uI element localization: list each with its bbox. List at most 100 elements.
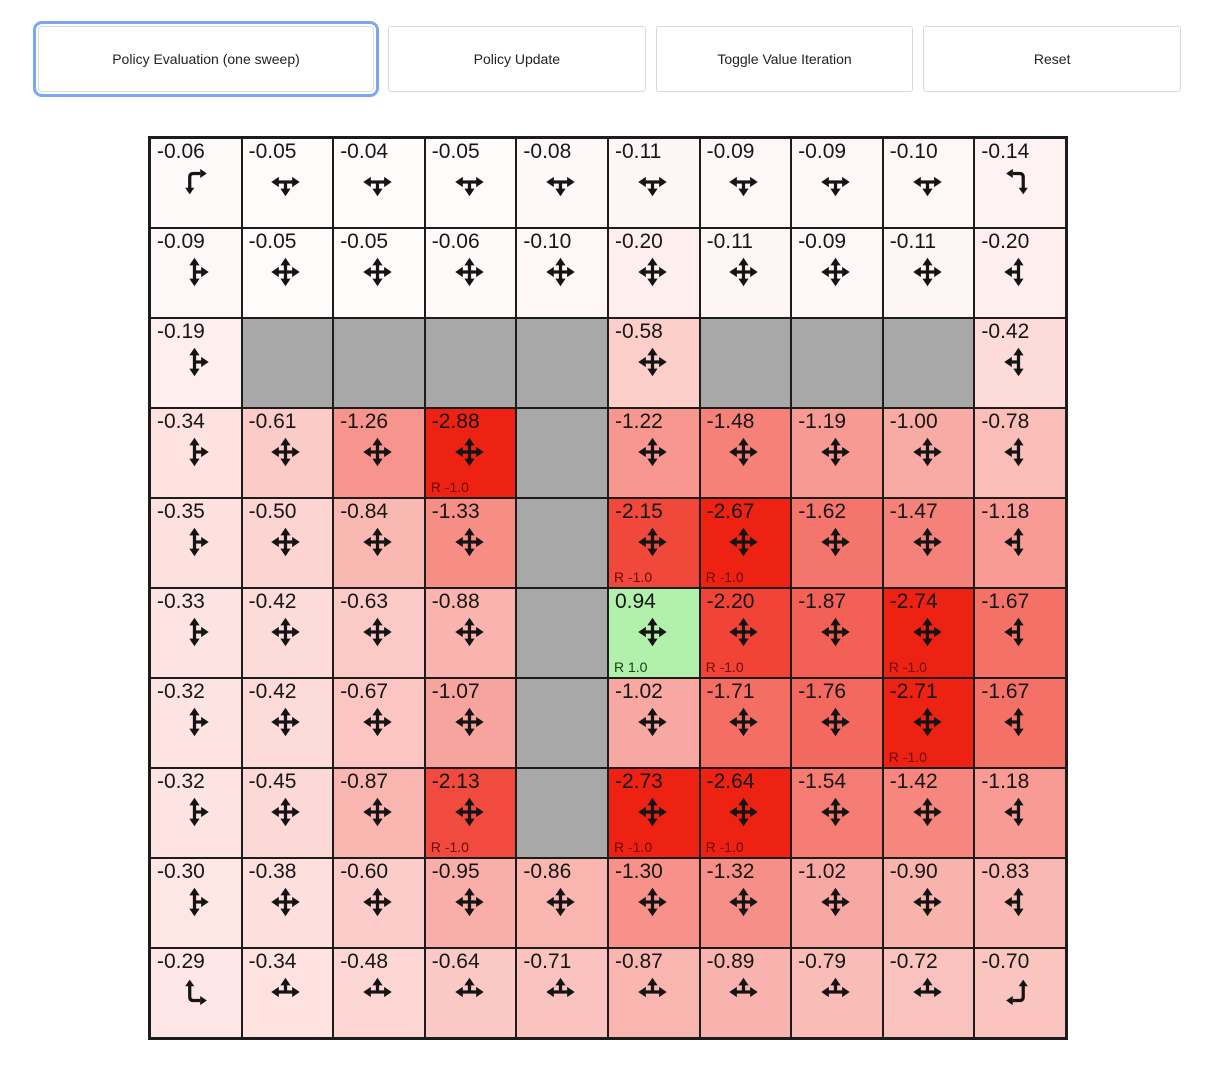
grid-cell[interactable]: -1.62: [791, 498, 883, 588]
grid-cell[interactable]: -0.08: [516, 138, 608, 228]
grid-cell[interactable]: -0.06: [424, 228, 517, 318]
grid-cell[interactable]: -1.18: [974, 768, 1066, 858]
grid-cell[interactable]: -1.42: [882, 768, 975, 858]
cell-value: -0.09: [706, 140, 755, 163]
grid-cell[interactable]: -1.22: [607, 408, 700, 498]
grid-cell[interactable]: -0.70: [974, 948, 1066, 1038]
policy-arrow-icon: [358, 883, 396, 926]
grid-cell[interactable]: -1.54: [791, 768, 883, 858]
grid-cell[interactable]: -0.34: [150, 408, 242, 498]
grid-cell[interactable]: -2.64 R -1.0: [699, 768, 792, 858]
grid-cell[interactable]: -0.14: [974, 138, 1066, 228]
grid-cell[interactable]: -0.32: [150, 768, 242, 858]
grid-cell[interactable]: -0.05: [241, 228, 334, 318]
grid-cell[interactable]: -0.10: [882, 138, 975, 228]
reset-button[interactable]: Reset: [923, 26, 1182, 92]
grid-cell[interactable]: -0.11: [607, 138, 700, 228]
grid-cell[interactable]: -0.04: [333, 138, 425, 228]
grid-cell[interactable]: -0.87: [607, 948, 700, 1038]
grid-cell[interactable]: -2.67 R -1.0: [699, 498, 792, 588]
grid-cell[interactable]: -0.63: [333, 588, 425, 678]
grid-cell[interactable]: -2.74 R -1.0: [882, 588, 975, 678]
grid-cell[interactable]: -1.02: [791, 858, 883, 948]
grid-cell[interactable]: -0.05: [333, 228, 425, 318]
grid-cell[interactable]: -2.20 R -1.0: [699, 588, 792, 678]
grid-cell[interactable]: -0.64: [424, 948, 517, 1038]
policy-arrow-icon: [542, 973, 580, 1016]
grid-cell[interactable]: -0.95: [424, 858, 517, 948]
grid-cell[interactable]: -0.35: [150, 498, 242, 588]
grid-cell[interactable]: -1.33: [424, 498, 517, 588]
grid-cell[interactable]: -0.20: [607, 228, 700, 318]
grid-cell[interactable]: -1.26: [333, 408, 425, 498]
grid-cell[interactable]: -0.87: [333, 768, 425, 858]
grid-cell[interactable]: -1.87: [791, 588, 883, 678]
grid-cell[interactable]: -2.88 R -1.0: [424, 408, 517, 498]
grid-cell[interactable]: -0.09: [150, 228, 242, 318]
grid-cell[interactable]: -0.84: [333, 498, 425, 588]
grid-cell[interactable]: -0.38: [241, 858, 334, 948]
grid-cell[interactable]: -0.06: [150, 138, 242, 228]
grid-cell[interactable]: -1.47: [882, 498, 975, 588]
grid-cell[interactable]: -2.15 R -1.0: [607, 498, 700, 588]
grid-cell[interactable]: -1.67: [974, 678, 1066, 768]
grid-cell[interactable]: -0.78: [974, 408, 1066, 498]
grid-cell[interactable]: -0.60: [333, 858, 425, 948]
grid-cell[interactable]: -1.76: [791, 678, 883, 768]
grid-cell[interactable]: -0.86: [516, 858, 608, 948]
policy-evaluation-button[interactable]: Policy Evaluation (one sweep): [33, 21, 379, 97]
grid-cell[interactable]: -0.32: [150, 678, 242, 768]
grid-cell[interactable]: -1.02: [607, 678, 700, 768]
grid-cell[interactable]: -1.48: [699, 408, 792, 498]
policy-update-button[interactable]: Policy Update: [388, 26, 646, 92]
grid-cell[interactable]: -0.29: [150, 948, 242, 1038]
grid-cell[interactable]: -0.50: [241, 498, 334, 588]
grid-cell[interactable]: -0.30: [150, 858, 242, 948]
grid-cell[interactable]: -0.42: [974, 318, 1066, 408]
grid-cell[interactable]: -0.09: [791, 228, 883, 318]
grid-cell[interactable]: -0.83: [974, 858, 1066, 948]
grid-cell[interactable]: -1.67: [974, 588, 1066, 678]
grid-cell[interactable]: -1.00: [882, 408, 975, 498]
toggle-value-iteration-button[interactable]: Toggle Value Iteration: [655, 26, 914, 92]
grid-cell[interactable]: -0.89: [699, 948, 792, 1038]
grid-cell[interactable]: -2.73 R -1.0: [607, 768, 700, 858]
grid-cell[interactable]: -0.05: [241, 138, 334, 228]
grid-cell[interactable]: -0.48: [333, 948, 425, 1038]
grid-cell[interactable]: 0.94 R 1.0: [607, 588, 700, 678]
grid-cell[interactable]: -0.61: [241, 408, 334, 498]
grid-cell[interactable]: -0.45: [241, 768, 334, 858]
grid-cell[interactable]: -0.67: [333, 678, 425, 768]
grid-cell[interactable]: -0.05: [424, 138, 517, 228]
grid-cell[interactable]: -1.30: [607, 858, 700, 948]
grid-cell[interactable]: -0.34: [241, 948, 334, 1038]
cell-value: -0.64: [431, 950, 480, 973]
policy-arrow-icon: [175, 973, 213, 1016]
grid-cell[interactable]: -2.71 R -1.0: [882, 678, 975, 768]
grid-cell[interactable]: -0.72: [882, 948, 975, 1038]
grid-cell[interactable]: -1.18: [974, 498, 1066, 588]
grid-cell[interactable]: -0.19: [150, 318, 242, 408]
grid-cell[interactable]: -2.13 R -1.0: [424, 768, 517, 858]
grid-cell[interactable]: -1.19: [791, 408, 883, 498]
grid-cell[interactable]: -0.33: [150, 588, 242, 678]
grid-cell[interactable]: -0.11: [699, 228, 792, 318]
grid-cell[interactable]: -0.58: [607, 318, 700, 408]
grid-cell[interactable]: -0.42: [241, 588, 334, 678]
grid-cell[interactable]: -0.42: [241, 678, 334, 768]
policy-arrow-icon: [358, 793, 396, 836]
grid-cell[interactable]: -0.79: [791, 948, 883, 1038]
grid-cell[interactable]: -0.88: [424, 588, 517, 678]
grid-cell[interactable]: -0.20: [974, 228, 1066, 318]
grid-cell[interactable]: -0.09: [699, 138, 792, 228]
grid-cell[interactable]: -0.09: [791, 138, 883, 228]
grid-cell[interactable]: -1.07: [424, 678, 517, 768]
grid-cell[interactable]: -0.90: [882, 858, 975, 948]
policy-arrow-icon: [816, 703, 854, 746]
grid-cell[interactable]: -0.11: [882, 228, 975, 318]
grid-cell[interactable]: -0.71: [516, 948, 608, 1038]
grid-cell[interactable]: -1.32: [699, 858, 792, 948]
grid-cell[interactable]: -0.10: [516, 228, 608, 318]
grid-cell[interactable]: -1.71: [699, 678, 792, 768]
